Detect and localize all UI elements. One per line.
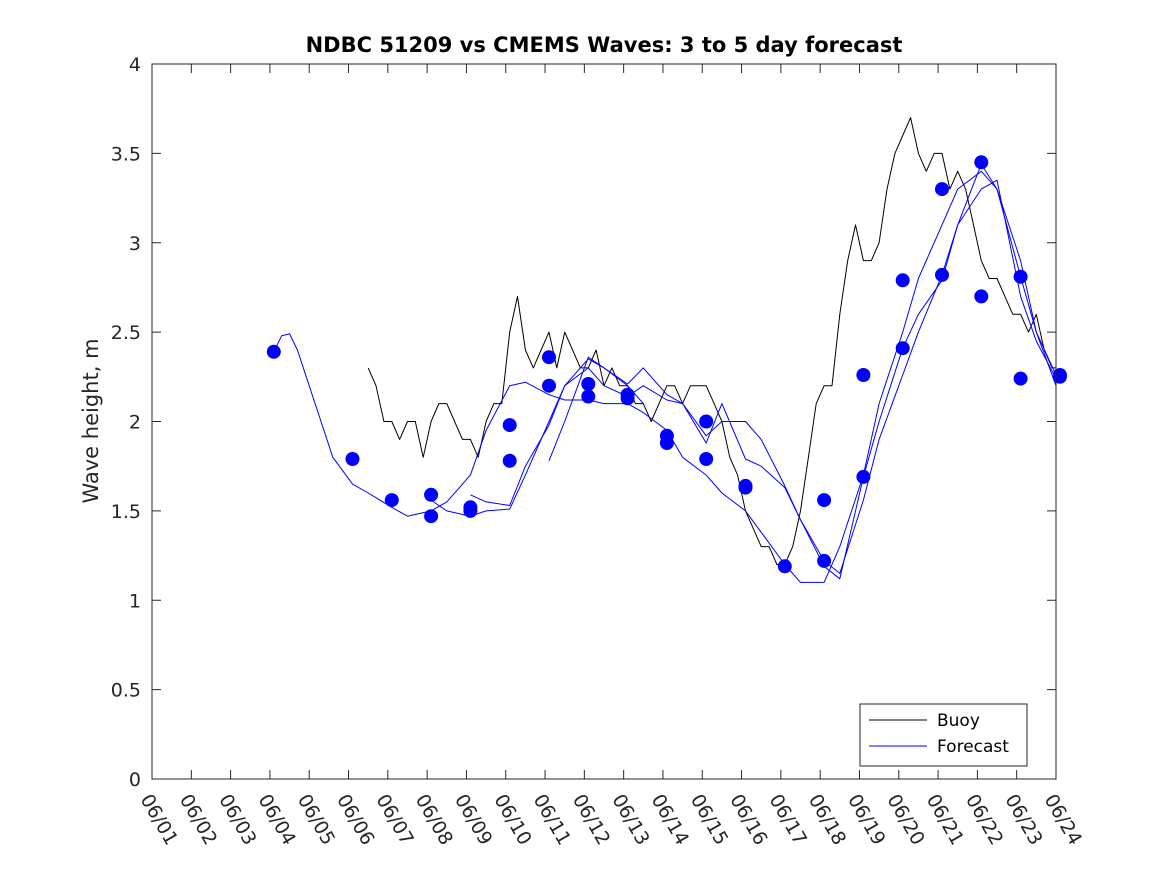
forecast-marker (542, 378, 556, 393)
forecast-marker (542, 350, 556, 365)
forecast-marker (974, 289, 989, 304)
forecast-marker (266, 344, 281, 359)
y-tick-label: 0.5 (111, 680, 141, 702)
y-tick-label: 4 (129, 54, 141, 76)
y-tick-label: 0 (129, 769, 141, 791)
forecast-marker (1013, 269, 1028, 284)
plot-area (152, 64, 1056, 779)
forecast-marker (1013, 371, 1028, 386)
forecast-marker (345, 452, 360, 466)
forecast-marker (856, 469, 871, 484)
forecast-marker (777, 559, 792, 574)
forecast-marker (581, 377, 596, 391)
forecast-marker (659, 428, 674, 443)
forecast-marker (817, 493, 832, 508)
forecast-marker (1052, 369, 1067, 384)
forecast-marker (620, 387, 635, 402)
forecast-marker (935, 267, 949, 282)
legend-label-forecast: Forecast (937, 737, 1009, 757)
y-tick-label: 1 (129, 590, 141, 612)
forecast-marker (699, 414, 714, 429)
forecast-marker (856, 368, 871, 382)
y-tick-label: 3 (129, 233, 141, 255)
forecast-marker (895, 341, 910, 356)
legend-box (859, 703, 1028, 767)
forecast-marker (502, 418, 517, 433)
forecast-marker (424, 509, 439, 524)
series-line-forecast-1 (273, 170, 1057, 583)
forecast-marker (699, 452, 714, 466)
y-tick-label: 1.5 (111, 501, 141, 523)
chart-title: NDBC 51209 vs CMEMS Waves: 3 to 5 day fo… (306, 33, 903, 57)
legend-label-buoy: Buoy (937, 711, 980, 731)
forecast-marker (424, 487, 439, 502)
forecast-marker (935, 182, 949, 197)
forecast-marker (895, 273, 910, 288)
y-tick-label: 2 (129, 412, 141, 434)
series-line-forecast-3 (470, 163, 1057, 574)
forecast-marker (581, 389, 596, 404)
forecast-marker (502, 453, 517, 468)
y-tick-label: 2.5 (111, 322, 141, 344)
marker-layer (266, 155, 1067, 574)
forecast-marker (463, 500, 478, 515)
forecast-marker (384, 493, 399, 508)
y-axis-title: Wave height, m (79, 338, 103, 503)
forecast-marker (738, 480, 753, 495)
y-tick-label: 3.5 (111, 143, 141, 165)
forecast-marker (974, 155, 989, 170)
forecast-marker (817, 553, 832, 568)
legend: Buoy Forecast (859, 703, 1028, 767)
